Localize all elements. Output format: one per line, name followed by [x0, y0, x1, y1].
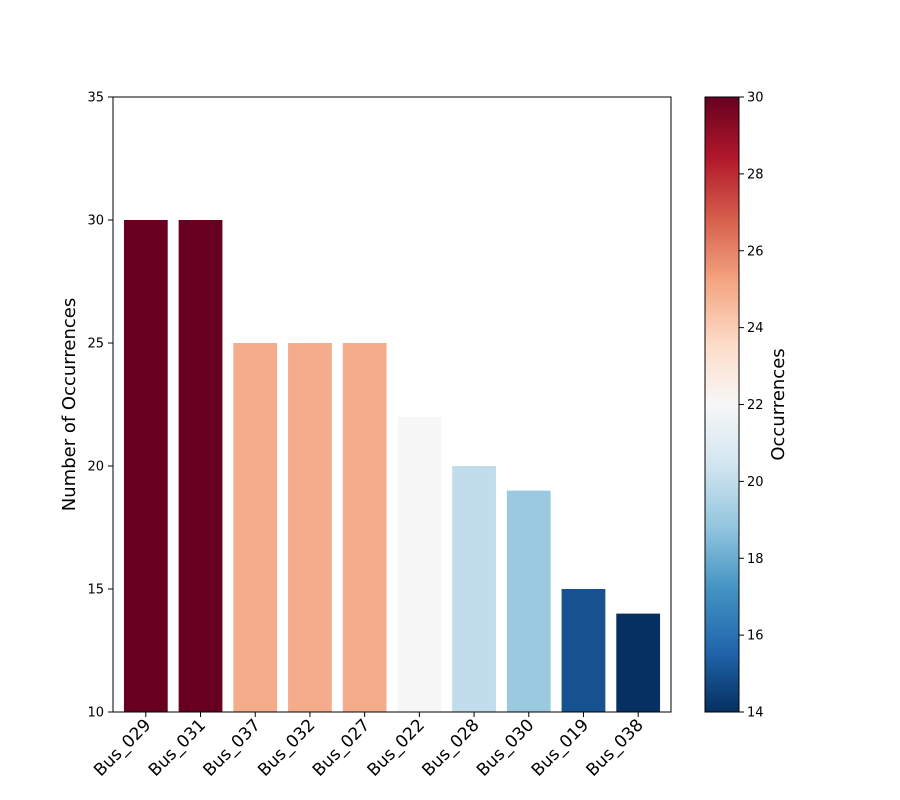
colorbar-tick-label: 16 — [747, 629, 764, 644]
bar-bus-029 — [123, 220, 168, 712]
x-tick-label: Bus_027 — [309, 715, 374, 780]
bar-bus-031 — [178, 220, 223, 712]
bar-bus-022 — [397, 416, 442, 712]
y-tick-label: 25 — [87, 337, 104, 352]
bar-bus-019 — [561, 589, 606, 712]
colorbar-tick-label: 20 — [747, 475, 764, 490]
bar-bus-028 — [452, 466, 496, 712]
colorbar-tick-label: 28 — [747, 167, 764, 182]
x-tick-label: Bus_029 — [90, 715, 155, 780]
colorbar-tick-label: 24 — [747, 321, 764, 336]
x-tick-label: Bus_019 — [528, 715, 593, 780]
bar-bus-032 — [288, 343, 332, 712]
colorbar — [704, 96, 740, 713]
colorbar-tick-label: 18 — [747, 552, 764, 567]
x-tick-label: Bus_031 — [145, 715, 210, 780]
x-tick-label: Bus_032 — [254, 715, 319, 780]
colorbar-tick-label: 30 — [747, 91, 764, 106]
bars-group — [123, 220, 661, 712]
colorbar-tick-label: 14 — [747, 706, 764, 721]
x-axis-ticks: Bus_029Bus_031Bus_037Bus_032Bus_027Bus_0… — [90, 712, 648, 781]
colorbar-ticks: 14 16 18 20 22 24 26 28 30 — [739, 91, 764, 721]
x-tick-label: Bus_037 — [200, 715, 265, 780]
x-tick-label: Bus_022 — [364, 715, 429, 780]
plot-frame — [112, 96, 672, 713]
colorbar-label: Occurrences — [768, 348, 789, 460]
bar-bus-037 — [233, 343, 278, 712]
x-tick-label: Bus_028 — [418, 715, 483, 780]
y-axis-ticks: 10 15 20 25 30 35 — [87, 91, 113, 721]
colorbar-tick-label: 22 — [747, 398, 764, 413]
y-tick-label: 20 — [87, 460, 104, 475]
bar-bus-030 — [506, 490, 551, 712]
y-tick-label: 10 — [87, 706, 104, 721]
bar-bus-027 — [342, 343, 387, 712]
x-tick-label: Bus_038 — [582, 715, 647, 780]
colorbar-tick-label: 26 — [747, 244, 764, 259]
y-tick-label: 35 — [87, 91, 104, 106]
y-axis-label: Number of Occurrences — [59, 298, 80, 511]
y-tick-label: 15 — [87, 583, 104, 598]
y-tick-label: 30 — [87, 214, 104, 229]
x-tick-label: Bus_030 — [473, 715, 538, 780]
bar-bus-038 — [616, 613, 661, 712]
